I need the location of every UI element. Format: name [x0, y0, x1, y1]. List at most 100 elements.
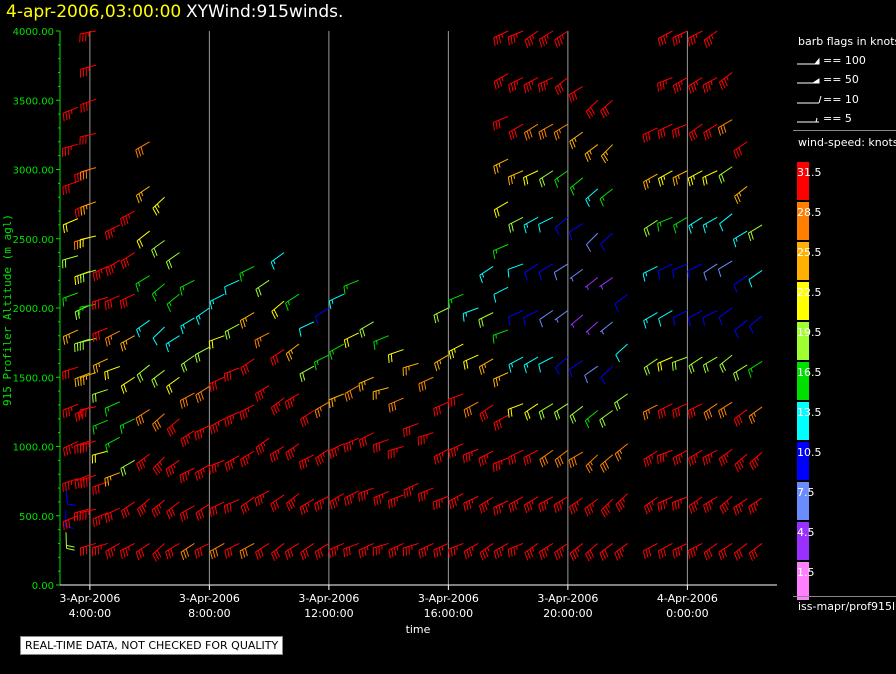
- wind-barb: [553, 496, 569, 513]
- wind-barb: [507, 310, 524, 326]
- wind-barb: [166, 376, 180, 395]
- wind-barb: [584, 498, 599, 517]
- wind-barb: [166, 501, 180, 520]
- wind-barb: [433, 448, 449, 465]
- wind-barb: [179, 467, 195, 484]
- wind-barb: [569, 131, 584, 150]
- wind-barb: [493, 30, 509, 46]
- wind-barb: [615, 343, 628, 363]
- wind-barb: [493, 201, 509, 218]
- wind-barb: [748, 543, 763, 561]
- y-tick-label: 0.00: [32, 581, 54, 592]
- wind-barb: [223, 499, 240, 514]
- wind-barb: [105, 259, 120, 277]
- wind-barb: [74, 338, 91, 353]
- wind-barb: [135, 275, 150, 292]
- wind-barb: [344, 385, 359, 402]
- wind-barb: [300, 543, 315, 561]
- wind-barb: [448, 443, 464, 459]
- wind-barb: [718, 543, 733, 561]
- y-tick-label: 1500.00: [13, 373, 54, 384]
- wind-barb: [62, 441, 79, 457]
- wind-barb: [508, 123, 524, 141]
- wind-barb: [239, 543, 255, 560]
- wind-barb: [479, 266, 494, 284]
- wind-barb: [568, 223, 584, 240]
- wind-barb: [643, 358, 658, 376]
- speed-color-swatch: [797, 402, 809, 440]
- wind-barb: [136, 453, 150, 472]
- wind-barb: [688, 356, 703, 374]
- x-tick-label: 16:00:00: [424, 607, 473, 620]
- wind-barb: [285, 343, 300, 362]
- wind-barb: [703, 123, 718, 141]
- wind-barb: [702, 449, 718, 466]
- wind-barb: [358, 376, 374, 392]
- wind-barb: [194, 464, 210, 481]
- wind-barb: [657, 123, 673, 140]
- wind-barb: [554, 170, 569, 188]
- legend-divider: [793, 596, 896, 597]
- legend-divider: [793, 130, 896, 131]
- wind-barb: [343, 279, 359, 295]
- wind-barb: [688, 123, 703, 142]
- wind-barb: [657, 216, 673, 232]
- wind-barb: [92, 512, 108, 528]
- wind-barb: [672, 310, 688, 326]
- speed-color-swatch: [797, 242, 809, 280]
- wind-barb: [568, 360, 584, 378]
- wind-barb: [718, 166, 733, 184]
- wind-barb: [585, 188, 599, 207]
- wind-barb: [434, 354, 449, 372]
- wind-barb: [328, 393, 344, 409]
- wind-barb: [538, 30, 554, 48]
- legend-panel: barb flags in knots == 100 == 50 == 10 =…: [793, 30, 896, 624]
- wind-barb: [358, 487, 374, 502]
- wind-barb: [642, 266, 658, 282]
- wind-barb: [672, 449, 688, 466]
- wind-barb: [615, 493, 628, 512]
- wind-barb: [747, 224, 763, 242]
- wind-barb: [569, 543, 584, 562]
- wind-barb: [136, 498, 150, 517]
- wind-barb: [733, 543, 748, 561]
- wind-barb: [402, 362, 419, 377]
- speed-color-swatch: [797, 522, 809, 560]
- wind-barb: [523, 123, 539, 141]
- wind-barb: [732, 230, 748, 248]
- wind-barb: [104, 507, 120, 524]
- wind-barb: [255, 543, 270, 560]
- wind-barb: [74, 270, 91, 286]
- wind-barb: [270, 349, 285, 367]
- wind-barb: [507, 403, 524, 418]
- wind-barb: [269, 446, 285, 463]
- y-tick-label: 4000.00: [13, 27, 54, 38]
- speed-color-label: 22.5: [797, 286, 822, 299]
- wind-barb: [314, 354, 330, 371]
- wind-barb: [104, 224, 120, 241]
- wind-barb: [62, 403, 79, 419]
- wind-barb: [433, 307, 449, 324]
- wind-barb: [209, 501, 225, 517]
- wind-barb: [553, 403, 569, 421]
- wind-barb: [658, 310, 673, 327]
- wind-barb: [523, 216, 539, 234]
- wind-barb: [92, 419, 108, 435]
- wind-barb: [285, 293, 300, 311]
- wind-barb: [508, 449, 524, 466]
- wind-barb: [120, 376, 135, 394]
- wind-barb: [703, 403, 718, 421]
- wind-barb: [91, 450, 108, 464]
- wind-barb: [92, 327, 108, 342]
- wind-barb: [314, 401, 330, 419]
- wind-barb: [642, 127, 658, 143]
- x-axis-label: time: [406, 623, 431, 636]
- wind-barb: [151, 499, 165, 518]
- wind-barb: [254, 332, 270, 349]
- wind-barb: [584, 410, 599, 429]
- wind-barb: [733, 141, 748, 159]
- wind-barb: [642, 543, 658, 560]
- wind-barb: [600, 144, 614, 164]
- wind-barb: [208, 459, 225, 475]
- wind-barb: [733, 409, 748, 427]
